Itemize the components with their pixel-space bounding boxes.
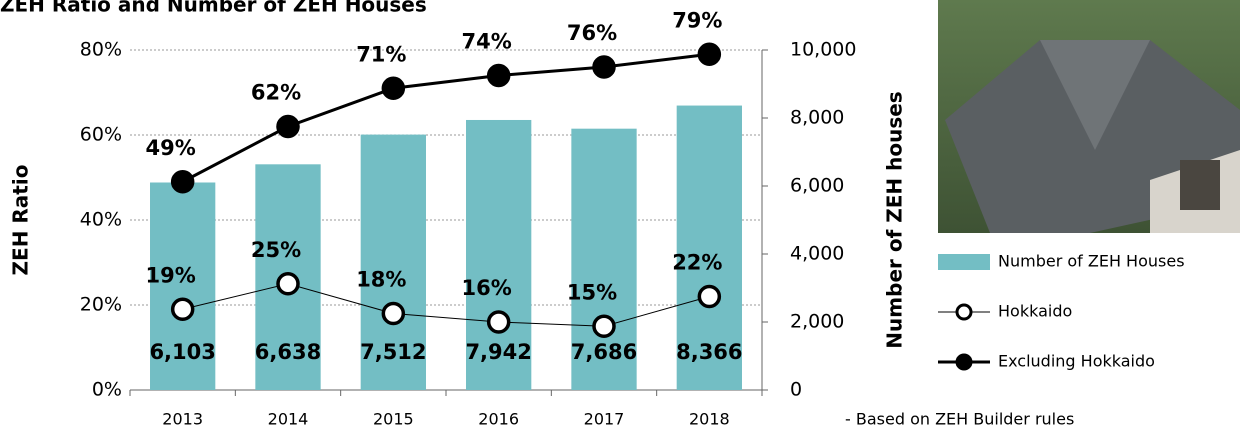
- point: [383, 304, 403, 324]
- legend-swatch: [938, 254, 990, 270]
- value-label: 7,686: [571, 340, 637, 364]
- y-tick-label: 40%: [80, 209, 122, 231]
- value-label: 7,942: [465, 340, 531, 364]
- photo: [938, 0, 1240, 233]
- value-label: 22%: [672, 251, 722, 275]
- y2-tick-label: 6,000: [790, 175, 844, 197]
- point: [594, 57, 614, 77]
- point: [173, 172, 193, 192]
- value-label: 19%: [146, 263, 196, 287]
- point: [278, 117, 298, 137]
- point: [699, 44, 719, 64]
- y-tick-label: 0%: [92, 379, 122, 401]
- value-label: 6,103: [149, 340, 215, 364]
- chart: ZEH Ratio and Number of ZEH Houses ZEH R…: [0, 0, 1240, 437]
- value-label: 74%: [462, 30, 512, 54]
- value-label: 76%: [567, 21, 617, 45]
- legend-label: Hokkaido: [998, 302, 1072, 321]
- value-label: 71%: [356, 42, 406, 66]
- legend-marker: [957, 355, 971, 369]
- value-label: 7,512: [360, 340, 426, 364]
- point: [489, 312, 509, 332]
- x-tick-label: 2016: [478, 410, 519, 429]
- x-tick-label: 2014: [268, 410, 309, 429]
- value-label: 8,366: [676, 340, 742, 364]
- legend-label: Number of ZEH Houses: [998, 252, 1185, 271]
- legend-marker: [957, 305, 971, 319]
- x-tick-label: 2015: [373, 410, 414, 429]
- point: [383, 78, 403, 98]
- value-label: 62%: [251, 81, 301, 105]
- value-label: 16%: [462, 276, 512, 300]
- y-tick-label: 60%: [80, 124, 122, 146]
- y2-tick-label: 8,000: [790, 107, 844, 129]
- legend-label: Excluding Hokkaido: [998, 352, 1155, 371]
- chart-title: ZEH Ratio and Number of ZEH Houses: [0, 0, 427, 17]
- legend: Number of ZEH Houses Hokkaido Excluding Ho…: [938, 252, 1185, 371]
- y2-tick-label: 0: [790, 379, 802, 401]
- value-label: 18%: [356, 268, 406, 292]
- value-label: 79%: [672, 8, 722, 32]
- y-tick-label: 80%: [80, 39, 122, 61]
- y-axis-label: ZEH Ratio: [9, 165, 33, 276]
- note: - Based on ZEH Builder rules: [845, 410, 1074, 429]
- y2-tick-label: 2,000: [790, 311, 844, 333]
- y2-axis-label: Number of ZEH houses: [883, 91, 907, 348]
- value-label: 15%: [567, 280, 617, 304]
- x-tick-label: 2017: [584, 410, 625, 429]
- y-tick-label: 20%: [80, 294, 122, 316]
- point: [594, 316, 614, 336]
- x-tick-label: 2013: [162, 410, 203, 429]
- y2-tick-label: 10,000: [790, 39, 856, 61]
- point: [173, 299, 193, 319]
- value-label: 6,638: [255, 340, 321, 364]
- point: [699, 287, 719, 307]
- value-label: 25%: [251, 238, 301, 262]
- point: [278, 274, 298, 294]
- point: [489, 66, 509, 86]
- x-tick-label: 2018: [689, 410, 730, 429]
- value-label: 49%: [146, 136, 196, 160]
- y2-tick-label: 4,000: [790, 243, 844, 265]
